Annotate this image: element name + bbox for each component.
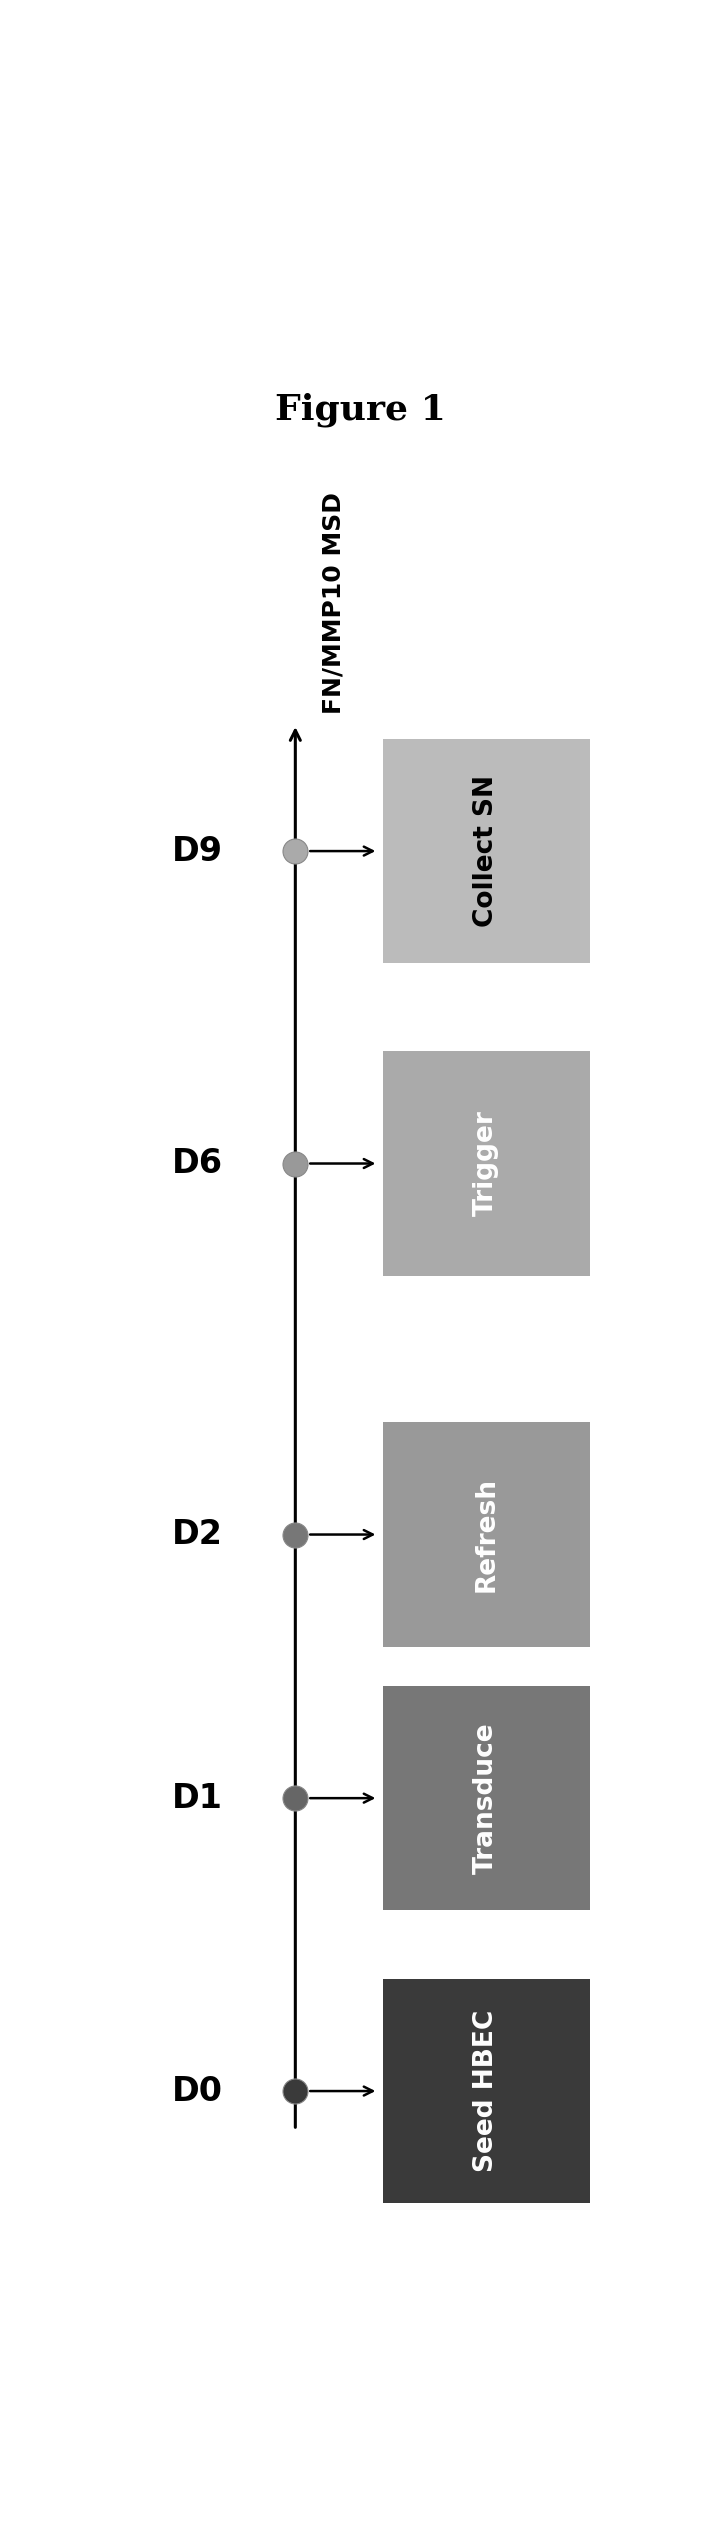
Text: D6: D6 — [172, 1146, 222, 1179]
Text: Seed HBEC: Seed HBEC — [473, 2011, 499, 2173]
FancyBboxPatch shape — [383, 1423, 590, 1646]
Text: Refresh: Refresh — [473, 1476, 499, 1593]
Text: Trigger: Trigger — [473, 1111, 499, 1217]
Text: D2: D2 — [172, 1519, 222, 1552]
FancyBboxPatch shape — [383, 1978, 590, 2204]
Text: D0: D0 — [172, 2074, 222, 2107]
Text: D9: D9 — [172, 834, 222, 867]
FancyBboxPatch shape — [383, 738, 590, 964]
FancyBboxPatch shape — [383, 1686, 590, 1910]
Text: Figure 1: Figure 1 — [275, 393, 446, 426]
Text: D1: D1 — [172, 1783, 222, 1816]
FancyBboxPatch shape — [383, 1052, 590, 1276]
Text: FN/MMP10 MSD: FN/MMP10 MSD — [322, 492, 346, 715]
Text: Collect SN: Collect SN — [473, 776, 499, 928]
Text: Transduce: Transduce — [473, 1722, 499, 1874]
